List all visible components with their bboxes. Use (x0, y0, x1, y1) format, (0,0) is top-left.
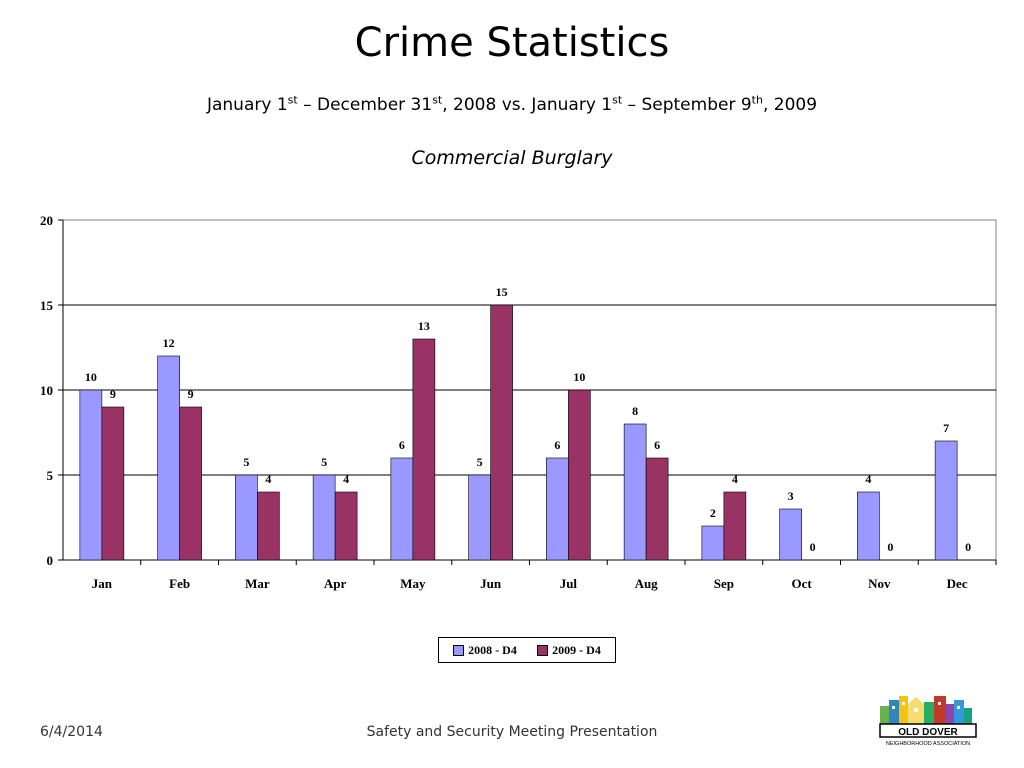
data-label: 0 (810, 540, 816, 554)
x-tick-label: Jan (92, 576, 113, 591)
subtitle-part: January 1 (206, 95, 288, 115)
bar-2009 (645, 457, 669, 561)
logo-tagline: NEIGHBORHOOD ASSOCIATION (886, 741, 970, 747)
subtitle-sup: th (751, 93, 763, 107)
data-label: 10 (573, 370, 585, 384)
slide-title: Crime Statistics (354, 20, 670, 66)
x-tick-label: Apr (324, 576, 347, 591)
legend-swatch-2008 (453, 644, 465, 656)
x-tick-label: Jul (560, 576, 578, 591)
footer-date: 6/4/2014 (40, 724, 103, 740)
bar-2009 (334, 491, 358, 561)
y-tick-label: 0 (47, 553, 54, 568)
legend-swatch-2009 (537, 644, 549, 656)
data-label: 5 (477, 455, 483, 469)
data-label: 0 (887, 540, 893, 554)
x-tick-label: Jun (480, 576, 502, 591)
data-label: 15 (496, 285, 508, 299)
data-label: 13 (418, 319, 430, 333)
x-tick-label: Aug (635, 576, 659, 591)
data-label: 6 (554, 438, 560, 452)
crime-category: Commercial Burglary (411, 147, 613, 169)
data-label: 7 (943, 421, 949, 435)
legend-item-2008: 2008 - D4 (453, 643, 517, 658)
bar-2008 (312, 474, 336, 561)
data-label: 8 (632, 404, 638, 418)
x-tick-label: Nov (868, 576, 891, 591)
old-dover-logo: OLD DOVER NEIGHBORHOOD ASSOCIATION (879, 696, 977, 747)
bar-2008 (934, 440, 958, 561)
data-label: 2 (710, 506, 716, 520)
x-tick-label: Feb (169, 576, 190, 591)
data-label: 12 (163, 336, 175, 350)
data-label: 5 (243, 455, 249, 469)
y-tick-label: 15 (40, 298, 54, 313)
x-tick-label: Sep (714, 576, 734, 591)
bar-2008 (701, 525, 725, 561)
bar-2008 (157, 355, 180, 561)
footer-title: Safety and Security Meeting Presentation (366, 724, 658, 740)
bar-chart: 05101520Jan109Feb129Mar54Apr54May613Jun5… (40, 213, 997, 591)
subtitle-part: – September 9 (622, 95, 752, 115)
bar-2009 (101, 406, 125, 561)
legend-label-2008: 2008 - D4 (468, 642, 517, 657)
data-label: 9 (110, 387, 116, 401)
logo-name: OLD DOVER (898, 727, 958, 738)
bar-2009 (723, 491, 747, 561)
data-label: 10 (85, 370, 97, 384)
subtitle-sup: st (432, 93, 443, 107)
slide-subtitle: January 1st – December 31st, 2008 vs. Ja… (0, 93, 1024, 117)
data-label: 6 (399, 438, 405, 452)
subtitle-part: – December 31 (297, 95, 433, 115)
bar-2009 (412, 338, 436, 561)
x-tick-label: Oct (792, 576, 813, 591)
bar-2008 (468, 474, 491, 561)
x-tick-label: Dec (947, 576, 968, 591)
data-label: 4 (865, 472, 871, 486)
legend-label-2009: 2009 - D4 (552, 642, 601, 657)
bar-2009 (490, 304, 513, 561)
subtitle-part: , 2008 vs. January 1 (442, 95, 613, 115)
data-label: 9 (188, 387, 194, 401)
subtitle-sup: st (287, 93, 298, 107)
data-label: 4 (732, 472, 738, 486)
data-label: 3 (788, 489, 794, 503)
subtitle-part: , 2009 (762, 95, 818, 115)
data-label: 6 (654, 438, 660, 452)
bar-2008 (79, 389, 103, 561)
y-tick-label: 20 (40, 213, 53, 228)
legend-item-2009: 2009 - D4 (537, 643, 601, 658)
bar-2009 (179, 406, 202, 561)
y-tick-label: 5 (47, 468, 54, 483)
x-tick-label: May (400, 576, 426, 591)
data-label: 4 (265, 472, 271, 486)
bar-2009 (568, 389, 591, 561)
chart-legend: 2008 - D4 2009 - D4 (438, 637, 616, 663)
data-label: 4 (343, 472, 349, 486)
bar-2008 (779, 508, 802, 561)
y-tick-label: 10 (40, 383, 53, 398)
bar-2008 (235, 474, 258, 561)
bar-2008 (546, 457, 569, 561)
bar-2008 (857, 491, 880, 561)
bar-2009 (257, 491, 280, 561)
x-tick-label: Mar (245, 576, 270, 591)
data-label: 0 (965, 540, 971, 554)
data-label: 5 (321, 455, 327, 469)
bar-2008 (390, 457, 414, 561)
bar-2008 (623, 423, 647, 561)
subtitle-sup: st (612, 93, 623, 107)
